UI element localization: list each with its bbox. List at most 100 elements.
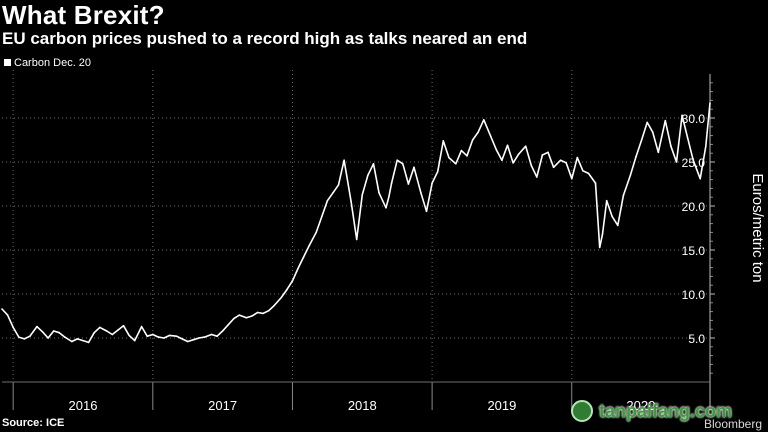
series-line bbox=[1, 102, 711, 344]
data-point bbox=[657, 151, 660, 154]
data-point bbox=[251, 315, 253, 317]
chart-title: What Brexit? bbox=[2, 0, 165, 30]
legend-swatch bbox=[4, 59, 11, 66]
data-point bbox=[308, 244, 311, 247]
data-point bbox=[128, 334, 130, 337]
data-point bbox=[23, 338, 26, 340]
data-point bbox=[122, 324, 125, 327]
x-tick-label: 2019 bbox=[487, 398, 516, 413]
data-point bbox=[482, 118, 485, 121]
data-point bbox=[466, 155, 468, 157]
legend: Carbon Dec. 20 bbox=[4, 57, 91, 69]
data-point bbox=[361, 193, 364, 196]
data-point bbox=[506, 144, 509, 147]
data-point bbox=[117, 329, 119, 331]
data-point bbox=[401, 162, 404, 165]
data-point bbox=[635, 155, 637, 158]
data-point bbox=[681, 114, 683, 117]
data-point bbox=[93, 331, 95, 334]
data-point bbox=[396, 159, 398, 162]
data-point bbox=[186, 340, 189, 343]
data-point bbox=[570, 177, 573, 180]
y-tick-label: 10.0 bbox=[682, 288, 706, 302]
data-point bbox=[286, 288, 288, 291]
data-point bbox=[233, 317, 235, 320]
data-point bbox=[541, 154, 544, 156]
data-point bbox=[559, 159, 562, 162]
data-point bbox=[617, 224, 619, 227]
data-point bbox=[291, 280, 294, 282]
data-point bbox=[82, 339, 84, 342]
data-point bbox=[1, 308, 3, 310]
data-point bbox=[111, 333, 114, 336]
data-point bbox=[390, 182, 393, 184]
data-point bbox=[709, 102, 711, 104]
y-tick-label: 30.0 bbox=[682, 112, 706, 126]
data-point bbox=[413, 166, 415, 169]
data-point bbox=[52, 330, 55, 332]
data-point bbox=[87, 341, 90, 344]
data-point bbox=[587, 172, 590, 175]
data-point bbox=[547, 151, 549, 154]
data-point bbox=[367, 174, 369, 176]
data-point bbox=[140, 325, 143, 328]
data-point bbox=[420, 192, 422, 194]
data-point bbox=[175, 335, 178, 338]
data-point bbox=[640, 139, 643, 141]
data-point bbox=[210, 333, 213, 336]
x-tick-label: 2018 bbox=[348, 398, 377, 413]
x-tick-label: 2016 bbox=[69, 398, 98, 413]
data-point bbox=[326, 199, 329, 202]
data-point bbox=[133, 339, 136, 342]
data-point bbox=[337, 184, 340, 186]
data-point bbox=[431, 182, 433, 184]
data-point bbox=[670, 145, 672, 147]
data-point bbox=[181, 338, 183, 340]
legend-label: Carbon Dec. 20 bbox=[14, 57, 92, 69]
source-note: Source: ICE bbox=[2, 417, 65, 429]
data-point bbox=[146, 335, 149, 338]
chart-subtitle: EU carbon prices pushed to a record high… bbox=[2, 29, 528, 48]
data-point bbox=[436, 170, 439, 173]
data-point bbox=[664, 119, 667, 122]
data-point bbox=[594, 182, 597, 184]
data-point bbox=[262, 312, 264, 315]
data-point bbox=[536, 176, 538, 178]
data-point bbox=[98, 326, 101, 329]
data-point bbox=[168, 334, 171, 337]
data-point bbox=[192, 338, 195, 341]
watermark-text: tanpaifang.com bbox=[599, 400, 733, 421]
data-point bbox=[442, 140, 445, 142]
data-point bbox=[495, 148, 498, 151]
data-point bbox=[425, 210, 428, 213]
data-point bbox=[6, 314, 9, 316]
data-point bbox=[477, 131, 479, 133]
data-point bbox=[372, 162, 375, 165]
data-point bbox=[245, 316, 248, 319]
data-point bbox=[157, 336, 160, 338]
x-tick-label: 2017 bbox=[208, 398, 237, 413]
data-point bbox=[267, 309, 270, 312]
data-point bbox=[227, 324, 230, 326]
y-tick-label: 20.0 bbox=[682, 200, 706, 214]
data-point bbox=[152, 333, 154, 336]
data-point bbox=[598, 246, 601, 249]
data-point bbox=[12, 326, 14, 329]
data-point bbox=[76, 338, 79, 340]
data-point bbox=[530, 164, 533, 167]
data-point bbox=[221, 330, 224, 332]
data-point bbox=[565, 162, 567, 164]
data-point bbox=[64, 336, 66, 338]
data-point bbox=[203, 336, 206, 338]
data-point bbox=[163, 337, 165, 339]
data-point bbox=[448, 156, 450, 159]
data-point bbox=[388, 196, 390, 198]
data-point bbox=[256, 311, 259, 314]
data-point bbox=[455, 162, 457, 165]
data-point bbox=[517, 153, 520, 155]
data-point bbox=[297, 267, 299, 270]
data-point bbox=[705, 145, 707, 147]
data-point bbox=[350, 200, 352, 203]
data-point bbox=[675, 161, 678, 163]
